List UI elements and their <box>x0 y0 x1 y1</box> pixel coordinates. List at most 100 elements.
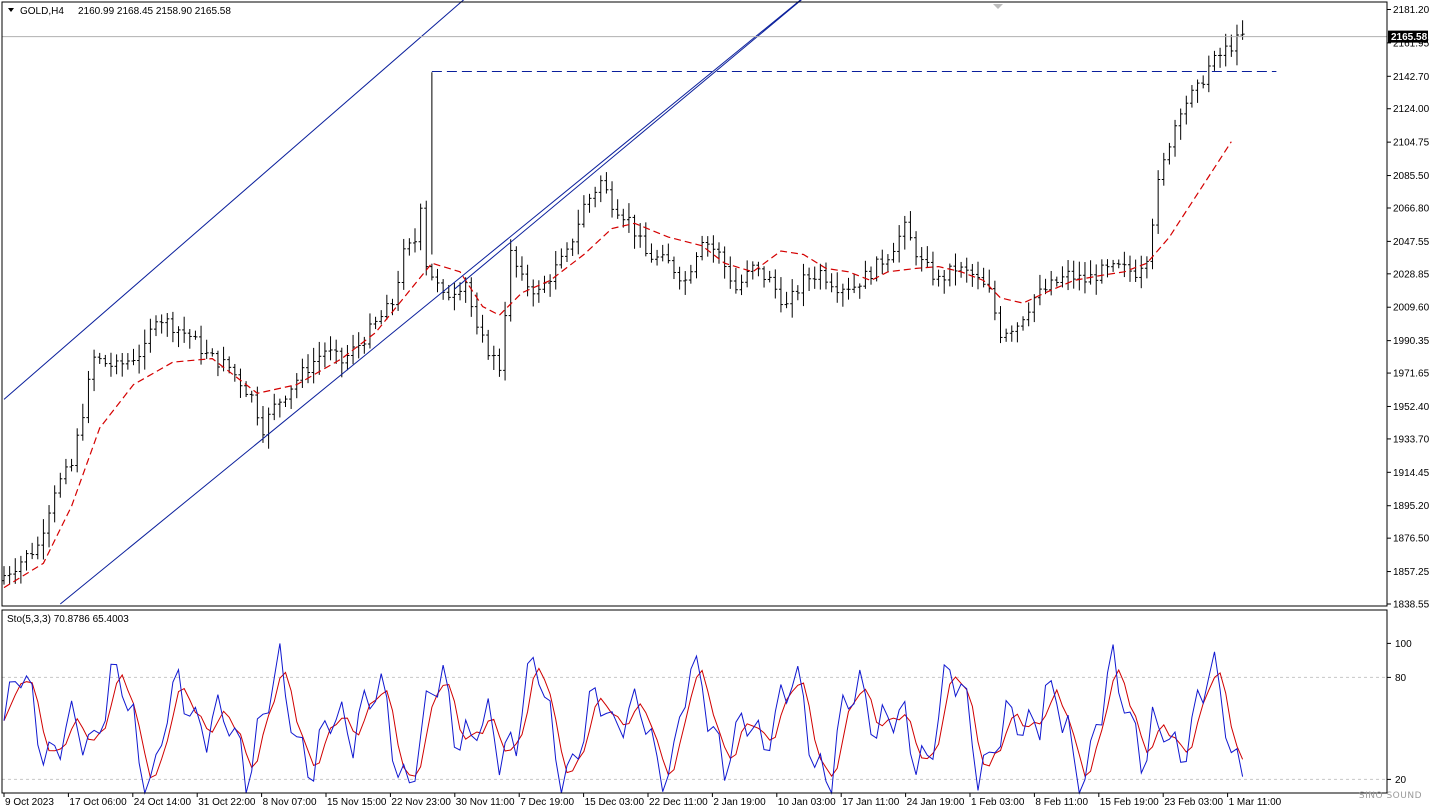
candle <box>587 193 592 213</box>
candle <box>283 395 288 408</box>
time-axis-label: 7 Dec 19:00 <box>520 797 574 808</box>
candle <box>756 261 761 277</box>
candle <box>474 292 479 335</box>
candle <box>1195 79 1200 103</box>
candle <box>1009 325 1014 342</box>
candle <box>908 211 913 241</box>
stoch-pane-frame <box>1 609 1388 794</box>
candle <box>869 266 874 285</box>
candle <box>818 263 823 290</box>
candle <box>289 386 294 409</box>
candle <box>638 223 643 248</box>
candle <box>598 175 603 203</box>
candle <box>998 306 1003 344</box>
candle <box>294 373 299 399</box>
candle <box>852 274 857 294</box>
candle <box>750 261 755 280</box>
candle <box>970 263 975 287</box>
candle <box>745 260 750 288</box>
time-axis-label: 30 Nov 11:00 <box>456 797 515 808</box>
candle <box>632 214 637 249</box>
candle <box>362 336 367 354</box>
candle <box>1223 33 1228 67</box>
candle <box>1178 108 1183 140</box>
candle <box>1021 316 1026 331</box>
candle <box>260 406 265 443</box>
candle <box>401 238 406 290</box>
candle <box>565 242 569 262</box>
candle <box>919 247 924 272</box>
channel-middle-line <box>454 0 802 290</box>
time-axis-label: 23 Feb 03:00 <box>1164 797 1223 808</box>
candle <box>610 181 615 218</box>
candle <box>480 314 485 343</box>
candle <box>1060 266 1065 288</box>
candle <box>215 350 220 377</box>
candle <box>120 353 125 377</box>
stochastic-pane[interactable] <box>2 643 1387 795</box>
candle <box>1128 255 1132 282</box>
candle <box>47 505 52 548</box>
candle <box>700 235 705 261</box>
candle <box>441 279 446 300</box>
candle <box>576 209 581 255</box>
candle <box>801 263 806 307</box>
candle <box>18 555 23 584</box>
candle <box>373 316 378 330</box>
channel-lower-line <box>59 0 802 605</box>
candle <box>35 536 40 560</box>
chart-shift-marker-icon[interactable] <box>993 4 1003 9</box>
time-axis-label: 1 Feb 03:00 <box>971 797 1025 808</box>
candle <box>1184 95 1189 125</box>
candle <box>666 243 671 264</box>
candle <box>626 203 631 233</box>
candle <box>767 270 772 283</box>
candle <box>705 236 710 257</box>
candle <box>452 282 457 311</box>
channel-upper-line <box>3 0 465 400</box>
candle <box>728 256 733 289</box>
price-axis-label: 1990.35 <box>1393 336 1430 347</box>
candle <box>52 485 57 523</box>
candle <box>835 272 840 303</box>
dropdown-triangle-icon[interactable] <box>8 8 14 12</box>
moving-average-line <box>3 141 1232 589</box>
time-axis-label: 8 Feb 11:00 <box>1035 797 1088 808</box>
candle <box>238 368 243 398</box>
candle <box>1116 259 1121 269</box>
candle <box>1066 260 1071 291</box>
time-axis-label: 8 Nov 07:00 <box>263 797 317 808</box>
candle <box>863 260 868 289</box>
candle <box>1133 259 1138 282</box>
candle <box>525 264 530 297</box>
candle <box>300 358 305 388</box>
candle <box>97 352 102 364</box>
candle <box>1212 50 1217 71</box>
stoch-axis-label: 20 <box>1395 775 1407 786</box>
candle <box>13 558 18 584</box>
candle <box>418 203 423 251</box>
candle <box>458 282 463 301</box>
candle <box>621 208 626 228</box>
candle <box>1161 152 1166 186</box>
candle <box>345 344 350 371</box>
candle <box>1156 170 1161 234</box>
time-axis-label: 1 Mar 11:00 <box>1229 797 1282 808</box>
candle <box>1082 262 1087 294</box>
candle <box>688 264 693 284</box>
stoch-label: Sto(5,3,3) 70.8786 65.4003 <box>7 614 129 625</box>
candle <box>424 200 429 276</box>
candle <box>1111 259 1116 272</box>
candle <box>570 238 575 256</box>
candle <box>930 251 935 286</box>
candle <box>548 274 553 297</box>
price-pane[interactable] <box>2 0 1387 605</box>
time-axis-label: 22 Dec 11:00 <box>649 797 708 808</box>
candle <box>593 186 598 208</box>
candle <box>615 199 620 219</box>
candle <box>486 329 491 360</box>
candle <box>7 566 12 585</box>
